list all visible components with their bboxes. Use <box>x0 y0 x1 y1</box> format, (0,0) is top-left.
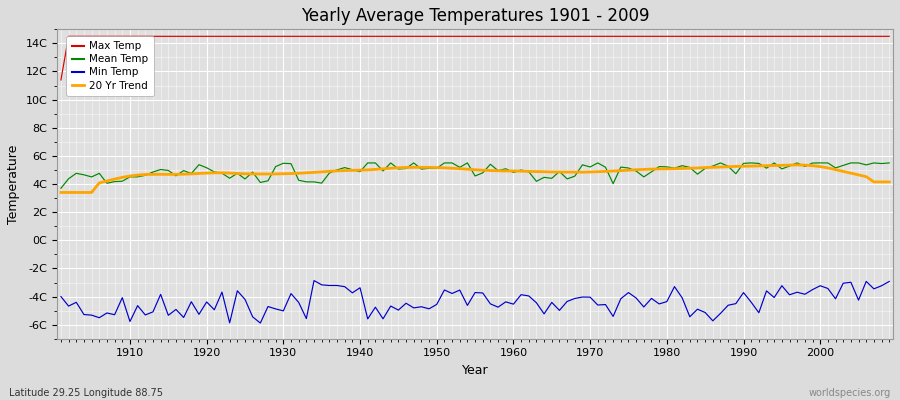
Text: Latitude 29.25 Longitude 88.75: Latitude 29.25 Longitude 88.75 <box>9 388 163 398</box>
X-axis label: Year: Year <box>462 364 489 377</box>
Title: Yearly Average Temperatures 1901 - 2009: Yearly Average Temperatures 1901 - 2009 <box>301 7 649 25</box>
Text: worldspecies.org: worldspecies.org <box>809 388 891 398</box>
Legend: Max Temp, Mean Temp, Min Temp, 20 Yr Trend: Max Temp, Mean Temp, Min Temp, 20 Yr Tre… <box>67 36 154 96</box>
Y-axis label: Temperature: Temperature <box>7 144 20 224</box>
